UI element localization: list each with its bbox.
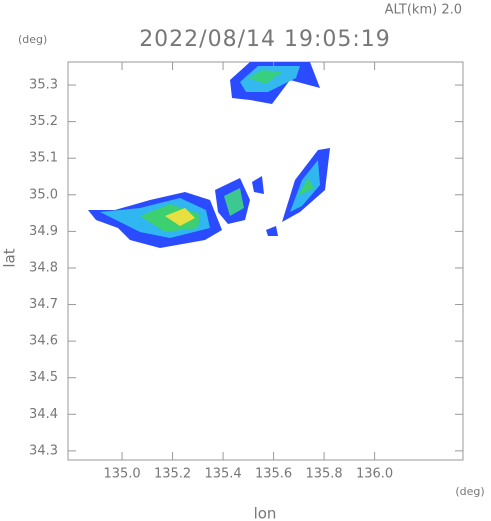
echo-areas: [88, 62, 330, 248]
x-axis-label: lon: [254, 505, 277, 521]
x-unit: (deg): [455, 485, 484, 498]
y-tick-label: 34.8: [29, 260, 58, 275]
y-tick-label: 34.3: [29, 443, 58, 458]
y-tick-label: 34.7: [29, 297, 58, 312]
y-tick-label: 34.4: [29, 407, 58, 422]
x-tick-label: 135.6: [255, 467, 292, 482]
chart-title: 2022/08/14 19:05:19: [139, 27, 391, 52]
y-tick-label: 35.1: [29, 151, 58, 166]
x-tick-label: 135.4: [204, 467, 241, 482]
x-tick-label: 135.8: [305, 467, 342, 482]
y-unit: (deg): [18, 33, 47, 46]
y-tick-label: 34.5: [29, 370, 58, 385]
y-tick-label: 34.9: [29, 224, 58, 239]
x-tick-label: 136.0: [356, 467, 393, 482]
y-tick-label: 34.6: [29, 334, 58, 349]
y-tick-label: 35.0: [29, 187, 58, 202]
y-axis-label: lat: [1, 248, 19, 267]
plot-frame: [67, 61, 464, 461]
y-tick-label: 35.2: [29, 114, 58, 129]
y-tick-label: 35.3: [29, 78, 58, 93]
altitude-label: ALT(km) 2.0: [385, 3, 462, 18]
x-tick-label: 135.2: [154, 467, 191, 482]
x-tick-label: 135.0: [103, 467, 140, 482]
